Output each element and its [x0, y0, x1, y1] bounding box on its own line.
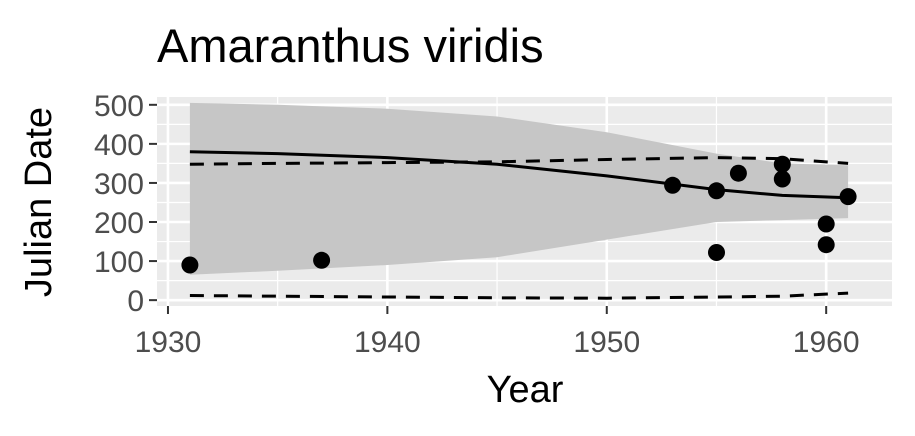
- data-point: [839, 188, 857, 206]
- chart-title: Amaranthus viridis: [157, 19, 544, 72]
- y-tick-label: 200: [94, 207, 144, 240]
- data-point: [313, 251, 331, 269]
- y-tick-label: 400: [94, 129, 144, 162]
- x-axis-title: Year: [487, 369, 564, 411]
- plot-area: 1930 1940 1950 1960 0 100 200 300 400 500: [94, 90, 892, 359]
- confidence-band: [189, 102, 849, 275]
- data-point: [664, 176, 682, 194]
- y-tick-label: 500: [94, 90, 144, 123]
- data-point: [817, 236, 835, 254]
- y-axis-title: Julian Date: [18, 107, 60, 297]
- data-point: [181, 256, 199, 274]
- x-tick-label: 1930: [135, 326, 202, 359]
- dashed-lower-line: [189, 291, 849, 300]
- x-tick-label: 1950: [573, 326, 640, 359]
- data-point: [729, 164, 747, 182]
- data-point: [708, 244, 725, 261]
- y-tick-label: 0: [127, 285, 144, 318]
- y-tick-label: 300: [94, 168, 144, 201]
- dashed-upper-line: [189, 156, 849, 166]
- data-point: [817, 215, 835, 233]
- y-tick-label: 100: [94, 246, 144, 279]
- x-tick-label: 1940: [354, 326, 421, 359]
- data-point: [773, 170, 791, 188]
- data-point: [708, 182, 725, 200]
- x-tick-label: 1960: [793, 326, 860, 359]
- trend-line: [189, 150, 849, 200]
- data-point: [773, 155, 791, 173]
